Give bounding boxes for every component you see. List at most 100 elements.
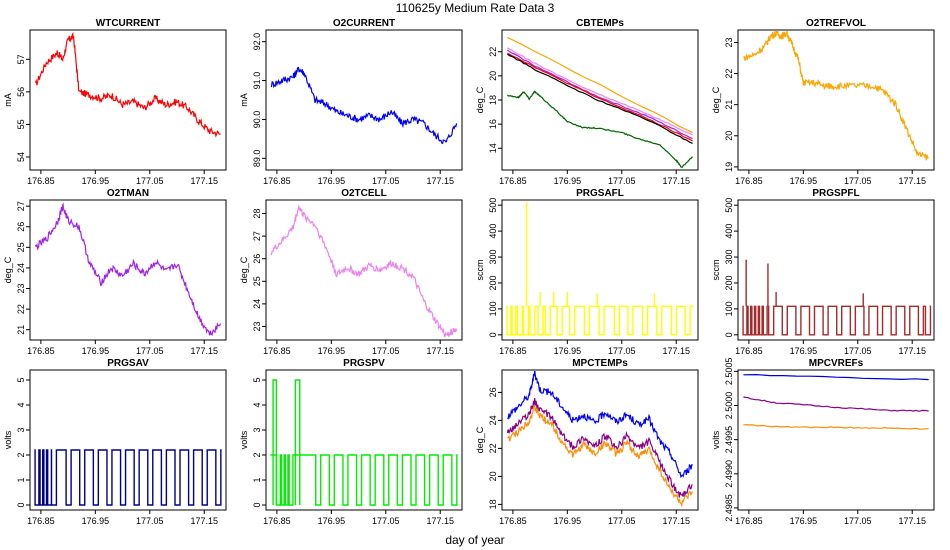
x-tick-label: 176.85: [735, 516, 763, 526]
panel-title: PRGSPV: [343, 358, 385, 369]
y-tick-label: 18: [488, 499, 498, 509]
y-tick-label: 23: [252, 321, 262, 331]
x-tick-label: 176.95: [82, 516, 110, 526]
y-tick-label: 1: [252, 477, 262, 482]
y-tick-label: 24: [488, 415, 498, 425]
x-tick-label: 176.85: [499, 176, 527, 186]
y-tick-label: 28: [252, 209, 262, 219]
y-tick-label: 0: [16, 502, 26, 507]
x-tick-label: 176.95: [82, 176, 110, 186]
x-tick-label: 177.15: [426, 176, 454, 186]
plot-area: [270, 66, 458, 145]
series-green: [506, 90, 693, 168]
y-tick-label: 27: [252, 231, 262, 241]
series-purple: [743, 396, 929, 412]
plot-frame: [737, 369, 935, 511]
x-tick-label: 177.15: [662, 516, 690, 526]
series-prgspfl: [742, 305, 932, 336]
y-tick-label: 18: [488, 95, 498, 105]
y-axis-label: deg_C: [475, 86, 485, 113]
y-tick-label: 22: [724, 69, 734, 79]
y-tick-label: 5: [252, 377, 262, 382]
series-o2current: [270, 66, 458, 145]
y-tick-label: 0: [488, 332, 498, 337]
x-tick-label: 176.85: [263, 176, 291, 186]
plot-frame: [737, 29, 935, 171]
panel-o2trefvol: O2TREFVOL deg_C 19 20 21 22 23 176.85 176.95 177.…: [711, 18, 935, 186]
plot-frame: [501, 29, 699, 171]
x-tick-label: 177.05: [136, 176, 164, 186]
y-tick-label: 22: [488, 47, 498, 57]
panel-title: O2TCELL: [341, 188, 387, 199]
x-tick-label: 177.05: [844, 516, 872, 526]
panel-title: CBTEMPs: [576, 18, 624, 29]
series-o2trefvol: [743, 31, 929, 161]
plot-area: [34, 32, 221, 138]
figure-xlabel: day of year: [445, 533, 504, 547]
x-tick-label: 177.05: [608, 176, 636, 186]
y-tick-label: 200: [724, 275, 734, 290]
y-tick-label: 100: [724, 301, 734, 316]
y-tick-label: 22: [488, 443, 498, 453]
y-axis-label: volts: [711, 430, 721, 449]
plot-area: [506, 371, 693, 508]
plot-frame: [265, 29, 463, 171]
series-orange: [507, 36, 693, 134]
y-tick-label: 2: [16, 452, 26, 457]
series-wtcurrent: [34, 32, 221, 138]
plot-frame: [29, 369, 227, 511]
x-tick-label: 177.15: [426, 516, 454, 526]
y-tick-label: 26: [252, 254, 262, 264]
series-blue: [507, 371, 693, 479]
x-tick-label: 177.05: [844, 176, 872, 186]
y-tick-label: 55: [16, 119, 26, 129]
x-tick-label: 177.05: [608, 346, 636, 356]
plot-area: [743, 373, 929, 430]
panel-o2tcell: O2TCELL deg_C 23 24 25 26 27 28 176.85 176.95 177.…: [239, 188, 463, 356]
y-tick-label: 21: [724, 100, 734, 110]
x-tick-label: 177.05: [372, 346, 400, 356]
y-tick-label: 0: [724, 332, 734, 337]
y-tick-label: 25: [16, 242, 26, 252]
y-tick-label: 27: [16, 201, 26, 211]
y-tick-label: 22: [16, 304, 26, 314]
y-tick-label: 2.4990: [724, 460, 734, 488]
panel-cbtemps: CBTEMPs deg_C 14 16 18 20 22 176.85 176.95 177.05…: [475, 18, 699, 186]
y-axis-label: deg_C: [475, 426, 485, 453]
y-tick-label: 400: [488, 224, 498, 239]
series-black: [507, 53, 693, 144]
panel-o2current: O2CURRENT mA 89.0 90.0 91.0 92.0 176.85 176.95 1…: [239, 18, 463, 186]
x-tick-label: 176.85: [735, 346, 763, 356]
x-tick-label: 177.05: [136, 346, 164, 356]
y-tick-label: 23: [724, 37, 734, 47]
x-tick-label: 177.15: [662, 346, 690, 356]
y-tick-label: 23: [16, 284, 26, 294]
panel-mpctemps: MPCTEMPs deg_C 18 20 22 24 26 176.85 176.95 177.0…: [475, 358, 699, 526]
x-tick-label: 176.85: [27, 346, 55, 356]
panel-title: O2CURRENT: [333, 18, 395, 29]
y-tick-label: 20: [488, 471, 498, 481]
y-tick-label: 56: [16, 87, 26, 97]
y-tick-label: 2.4995: [724, 426, 734, 454]
panel-o2tman: O2TMAN deg_C 21 22 23 24 25 26 27 176.85 176.95 177…: [3, 188, 227, 356]
plot-area: [506, 36, 693, 168]
y-tick-label: 500: [488, 198, 498, 213]
y-tick-label: 24: [252, 299, 262, 309]
y-tick-label: 3: [16, 427, 26, 432]
series-purple: [506, 398, 693, 498]
y-tick-label: 2.4985: [724, 494, 734, 522]
y-tick-label: 14: [488, 143, 498, 153]
x-tick-label: 177.05: [844, 346, 872, 356]
y-axis-label: deg_C: [239, 256, 249, 283]
y-tick-label: 300: [724, 250, 734, 265]
series-prgspv: [270, 454, 458, 506]
x-tick-label: 176.95: [82, 346, 110, 356]
panel-title: O2TREFVOL: [806, 18, 866, 29]
high-pulse-block: [294, 379, 301, 505]
y-axis-label: deg_C: [3, 256, 13, 283]
y-tick-label: 100: [488, 301, 498, 316]
x-tick-label: 176.95: [318, 516, 346, 526]
x-tick-label: 176.95: [790, 176, 818, 186]
series-prgsafl: [506, 305, 694, 336]
